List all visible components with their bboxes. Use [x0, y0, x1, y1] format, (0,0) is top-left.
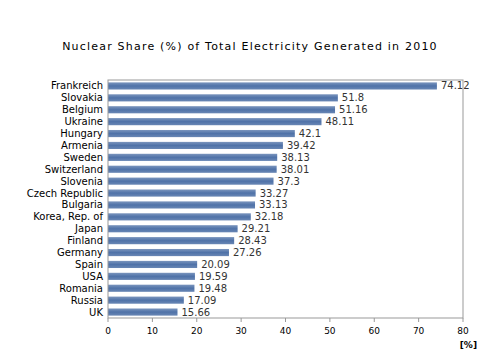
- data-label: 38.13: [281, 152, 310, 163]
- data-label: 20.09: [201, 259, 230, 270]
- data-label: 48.11: [325, 116, 354, 127]
- tick-label: 70: [413, 326, 425, 336]
- data-label: 28.43: [238, 235, 267, 246]
- data-label: 15.66: [181, 307, 210, 318]
- bars: [108, 82, 437, 315]
- category-label: Belgium: [62, 104, 103, 115]
- data-label: 42.1: [299, 128, 321, 139]
- title: Nuclear Share (%) of Total Electricity G…: [62, 40, 438, 53]
- bar: [108, 249, 229, 256]
- category-label: Slovakia: [61, 92, 103, 103]
- category-label: Finland: [67, 235, 103, 246]
- bar: [108, 178, 274, 185]
- tick-label: 30: [235, 326, 247, 336]
- category-label: UK: [89, 307, 103, 318]
- data-label: 33.13: [259, 199, 288, 210]
- data-label: 17.09: [188, 295, 217, 306]
- tick-label: 10: [147, 326, 159, 336]
- tick-mark: [374, 318, 375, 322]
- category-label: Switzerland: [45, 164, 103, 175]
- data-label: 51.16: [339, 104, 368, 115]
- tick-mark: [152, 318, 153, 322]
- category-label: Czech Republic: [27, 188, 103, 199]
- bar: [108, 297, 184, 304]
- category-label: Germany: [57, 247, 103, 258]
- category-label: Slovenia: [60, 176, 103, 187]
- bar: [108, 94, 338, 101]
- data-label: 38.01: [281, 164, 310, 175]
- bar: [108, 154, 277, 161]
- bar: [108, 82, 437, 89]
- tick-label: 20: [191, 326, 203, 336]
- tick-label: 40: [280, 326, 292, 336]
- tick-mark: [418, 318, 419, 322]
- data-label: 32.18: [255, 211, 284, 222]
- tick-label: 0: [105, 326, 111, 336]
- category-label: Frankreich: [51, 80, 103, 91]
- data-label: 19.48: [198, 283, 227, 294]
- tick-label: 60: [369, 326, 381, 336]
- data-label: 39.42: [287, 140, 316, 151]
- data-label: 29.21: [242, 223, 271, 234]
- bar: [108, 118, 321, 125]
- data-label: 74.12: [441, 80, 470, 91]
- chart: Nuclear Share (%) of Total Electricity G…: [0, 0, 500, 357]
- tick-mark: [285, 318, 286, 322]
- tick-mark: [108, 318, 109, 322]
- tick-mark: [196, 318, 197, 322]
- tick-mark: [329, 318, 330, 322]
- category-label: Korea, Rep. of: [33, 211, 103, 222]
- bar: [108, 273, 195, 280]
- tick-label: 80: [457, 326, 469, 336]
- category-label: Bulgaria: [62, 199, 103, 210]
- tick-label: 50: [324, 326, 336, 336]
- category-label: Hungary: [60, 128, 103, 139]
- category-label: Sweden: [63, 152, 103, 163]
- category-label: Russia: [71, 295, 103, 306]
- bar: [108, 308, 177, 315]
- bar: [108, 166, 277, 173]
- category-label: Spain: [75, 259, 103, 270]
- category-label: Ukraine: [64, 116, 103, 127]
- bar: [108, 225, 238, 232]
- tick-mark: [241, 318, 242, 322]
- data-label: 27.26: [233, 247, 262, 258]
- bar: [108, 130, 295, 137]
- data-label: 33.27: [260, 188, 289, 199]
- bar: [108, 285, 194, 292]
- plot-frame: [108, 80, 463, 318]
- category-label: Japan: [74, 223, 103, 234]
- tick-mark: [463, 318, 464, 322]
- category-label: Armenia: [61, 140, 103, 151]
- category-label: USA: [82, 271, 103, 282]
- axis-label: [%]: [460, 340, 477, 350]
- bar: [108, 261, 197, 268]
- data-label: 19.59: [199, 271, 228, 282]
- bar: [108, 213, 251, 220]
- data-label: 37.3: [278, 176, 300, 187]
- bar: [108, 201, 255, 208]
- bar: [108, 189, 256, 196]
- bar: [108, 106, 335, 113]
- category-label: Romania: [59, 283, 103, 294]
- bar: [108, 237, 234, 244]
- bar: [108, 142, 283, 149]
- data-label: 51.8: [342, 92, 364, 103]
